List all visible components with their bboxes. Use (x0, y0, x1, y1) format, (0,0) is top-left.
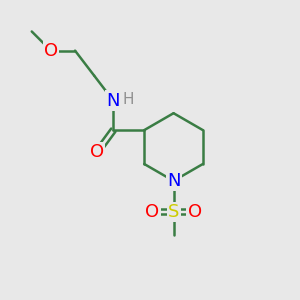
Text: O: O (90, 143, 104, 161)
Text: N: N (106, 92, 120, 110)
Text: O: O (44, 42, 58, 60)
Text: H: H (123, 92, 134, 107)
Text: O: O (145, 203, 159, 221)
Text: S: S (168, 203, 179, 221)
Text: O: O (188, 203, 202, 221)
Text: N: N (167, 172, 180, 190)
